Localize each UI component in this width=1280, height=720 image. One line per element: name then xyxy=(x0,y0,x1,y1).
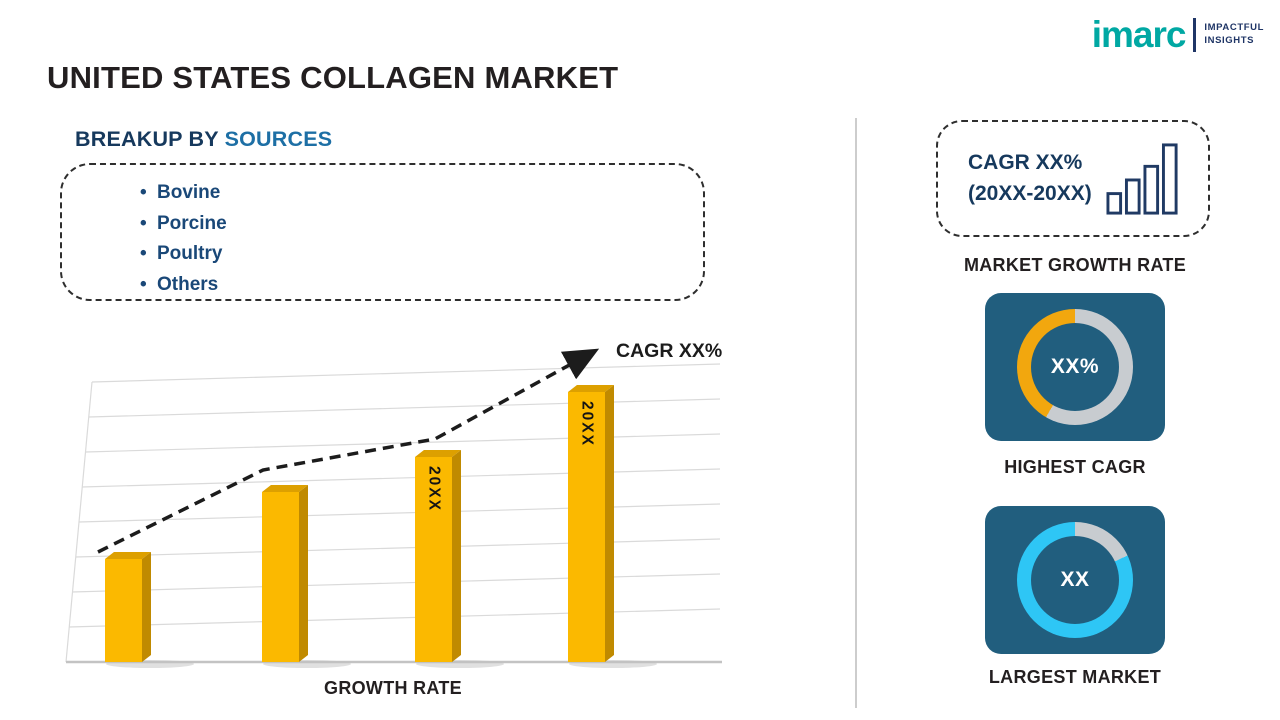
largest-market-label: LARGEST MARKET xyxy=(988,667,1162,687)
vertical-divider xyxy=(855,118,857,708)
largest-market-value: XX xyxy=(1031,536,1119,624)
page-title: UNITED STATES COLLAGEN MARKET xyxy=(47,60,619,95)
logo-tagline-line2: INSIGHTS xyxy=(1204,34,1255,46)
sources-list-box: Bovine Porcine Poultry Others xyxy=(60,163,705,301)
bar-period-1 xyxy=(105,559,142,662)
cagr-box-text: CAGR XX% (20XX-20XX) xyxy=(968,148,1092,209)
bar-label-3: 20XX xyxy=(425,466,443,512)
bar-period-2 xyxy=(262,492,299,662)
cagr-box-line1: CAGR XX% xyxy=(968,151,1083,175)
list-item-bovine: Bovine xyxy=(140,178,227,209)
largest-market-tile: XX xyxy=(985,506,1165,654)
list-item-porcine: Porcine xyxy=(140,209,227,240)
breakup-heading-highlight: SOURCES xyxy=(224,127,333,151)
cagr-box: CAGR XX% (20XX-20XX) xyxy=(936,120,1210,237)
cagr-trend-annotation: CAGR XX% xyxy=(616,340,723,362)
imarc-logo: imarc IMPACTFUL INSIGHTS xyxy=(1092,16,1264,53)
highest-cagr-value: XX% xyxy=(1031,323,1119,411)
logo-tagline-line1: IMPACTFUL xyxy=(1204,22,1264,34)
largest-market-donut: XX xyxy=(1017,522,1133,638)
highest-cagr-label: HIGHEST CAGR xyxy=(1004,457,1146,477)
growth-bar-chart: 20XX 20XX xyxy=(62,336,724,678)
highest-cagr-tile: XX% xyxy=(985,293,1165,441)
logo-divider xyxy=(1193,17,1197,52)
chart-gridlines xyxy=(65,363,722,668)
bar-chart-icon xyxy=(1106,142,1178,215)
bar-label-4: 20XX xyxy=(578,401,596,447)
sources-list: Bovine Porcine Poultry Others xyxy=(140,178,227,300)
list-item-others: Others xyxy=(140,270,227,301)
market-growth-rate-label: MARKET GROWTH RATE xyxy=(963,255,1187,275)
list-item-poultry: Poultry xyxy=(140,239,227,270)
x-axis-label: GROWTH RATE xyxy=(324,678,462,698)
cagr-box-line2: (20XX-20XX) xyxy=(968,181,1092,205)
logo-tagline: IMPACTFUL INSIGHTS xyxy=(1204,22,1264,47)
breakup-heading-prefix: BREAKUP BY xyxy=(75,127,225,151)
bar-period-4: 20XX xyxy=(568,392,605,662)
highest-cagr-donut: XX% xyxy=(1017,309,1133,425)
breakup-heading: BREAKUP BY SOURCES xyxy=(75,127,332,152)
bar-period-3: 20XX xyxy=(415,457,452,662)
imarc-logo-text: imarc xyxy=(1091,14,1187,55)
